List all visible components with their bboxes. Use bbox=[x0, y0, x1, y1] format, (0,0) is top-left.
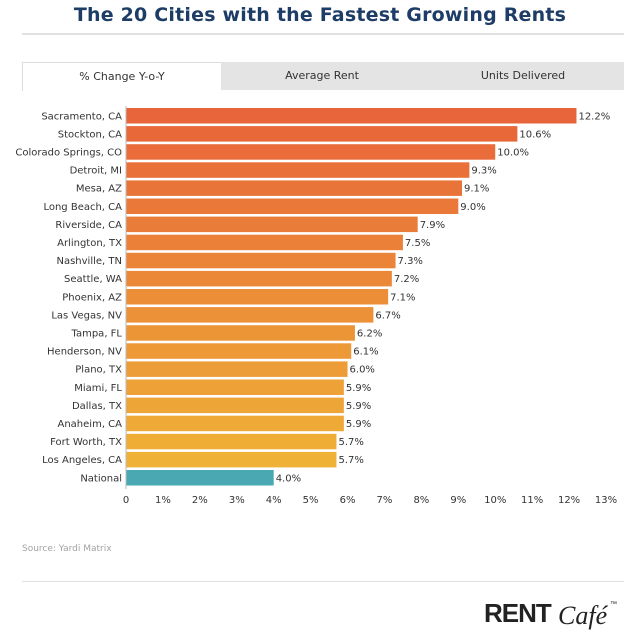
value-label: 6.1% bbox=[353, 347, 378, 358]
value-label: 5.9% bbox=[346, 383, 371, 394]
value-label: 5.9% bbox=[346, 401, 371, 412]
category-label: Miami, FL bbox=[74, 383, 122, 394]
bar-chart: Sacramento, CA 12.2% Stockton, CA 10.6% Colo… bbox=[15, 106, 617, 506]
x-tick-label: 10% bbox=[484, 495, 506, 506]
logo-text-script: Café bbox=[558, 601, 609, 630]
category-label: Arlington, TX bbox=[57, 238, 122, 249]
x-tick-label: 12% bbox=[558, 495, 580, 506]
value-label: 9.0% bbox=[460, 202, 485, 213]
category-label: Detroit, MI bbox=[70, 166, 122, 177]
bar-nashville-tn[interactable] bbox=[126, 252, 396, 269]
category-label: Colorado Springs, CO bbox=[15, 147, 122, 158]
category-label: Riverside, CA bbox=[55, 220, 122, 231]
bar-detroit-mi[interactable] bbox=[126, 162, 470, 178]
x-tick-label: 8% bbox=[413, 495, 429, 506]
x-tick-label: 3% bbox=[229, 495, 245, 506]
category-label: Long Beach, CA bbox=[43, 202, 122, 213]
value-label: 7.1% bbox=[390, 292, 415, 303]
category-label: Nashville, TN bbox=[56, 256, 122, 267]
bar-las-vegas-nv[interactable] bbox=[126, 307, 374, 323]
value-label: 5.7% bbox=[338, 455, 363, 466]
bar-plano-tx[interactable] bbox=[126, 361, 348, 377]
category-label: Anaheim, CA bbox=[58, 419, 123, 430]
chart-title: The 20 Cities with the Fastest Growing R… bbox=[73, 4, 567, 26]
tab-units-delivered[interactable]: Units Delivered bbox=[480, 69, 566, 82]
bar-sacramento-ca[interactable] bbox=[126, 108, 577, 124]
category-label: Phoenix, AZ bbox=[62, 292, 122, 303]
x-tick-label: 9% bbox=[450, 495, 466, 506]
category-label: Fort Worth, TX bbox=[50, 437, 122, 448]
source-note: Source: Yardi Matrix bbox=[22, 544, 112, 554]
category-label: Henderson, NV bbox=[47, 347, 122, 358]
rentcafe-logo: RENT Café ™ bbox=[484, 598, 617, 630]
value-label: 7.9% bbox=[420, 220, 445, 231]
bar-dallas-tx[interactable] bbox=[126, 397, 344, 414]
value-label: 10.6% bbox=[519, 129, 551, 140]
value-label: 5.9% bbox=[346, 419, 371, 430]
x-tick-label: 11% bbox=[521, 495, 543, 506]
value-label: 5.7% bbox=[338, 437, 363, 448]
category-label: Plano, TX bbox=[75, 365, 122, 376]
value-label: 6.2% bbox=[357, 328, 382, 339]
value-label: 10.0% bbox=[497, 147, 529, 158]
category-label: Mesa, AZ bbox=[76, 184, 122, 195]
bar-national[interactable] bbox=[126, 470, 274, 486]
bar-phoenix-az[interactable] bbox=[126, 289, 389, 305]
title-divider bbox=[22, 33, 624, 35]
logo-trademark: ™ bbox=[610, 601, 617, 608]
bar-riverside-ca[interactable] bbox=[126, 216, 418, 233]
category-label: Los Angeles, CA bbox=[42, 455, 122, 466]
bar-henderson-nv[interactable] bbox=[126, 343, 352, 359]
x-tick-label: 1% bbox=[155, 495, 171, 506]
bar-miami-fl[interactable] bbox=[126, 379, 344, 396]
bar-arlington-tx[interactable] bbox=[126, 234, 403, 251]
bar-mesa-az[interactable] bbox=[126, 180, 462, 196]
logo-text-main: RENT bbox=[484, 598, 552, 628]
x-tick-label: 7% bbox=[377, 495, 393, 506]
bar-stockton-ca[interactable] bbox=[126, 126, 518, 142]
value-label: 7.3% bbox=[398, 256, 423, 267]
category-label: Sacramento, CA bbox=[41, 111, 122, 122]
bar-anaheim-ca[interactable] bbox=[126, 415, 344, 432]
category-label: Seattle, WA bbox=[64, 274, 122, 285]
footer-divider bbox=[22, 581, 624, 582]
x-tick-label: 6% bbox=[340, 495, 356, 506]
tab-percent-change[interactable]: % Change Y-o-Y bbox=[22, 62, 221, 91]
bar-colorado-springs-co[interactable] bbox=[126, 144, 496, 160]
value-label: 12.2% bbox=[578, 111, 610, 122]
category-label: Las Vegas, NV bbox=[51, 310, 122, 321]
tab-bar: % Change Y-o-Y Average Rent Units Delive… bbox=[22, 62, 624, 91]
bar-long-beach-ca[interactable] bbox=[126, 198, 459, 215]
value-label: 7.5% bbox=[405, 238, 430, 249]
category-label: Dallas, TX bbox=[72, 401, 122, 412]
value-label: 7.2% bbox=[394, 274, 419, 285]
value-label: 6.7% bbox=[375, 310, 400, 321]
value-label: 4.0% bbox=[276, 473, 301, 484]
value-label: 9.1% bbox=[464, 184, 489, 195]
category-label: National bbox=[80, 473, 122, 484]
bar-fort-worth-tx[interactable] bbox=[126, 433, 337, 450]
x-tick-label: 13% bbox=[595, 495, 617, 506]
bar-los-angeles-ca[interactable] bbox=[126, 451, 337, 468]
category-label: Tampa, FL bbox=[71, 328, 123, 339]
x-tick-label: 5% bbox=[303, 495, 319, 506]
category-label: Stockton, CA bbox=[58, 129, 122, 140]
x-tick-label: 0 bbox=[123, 495, 129, 506]
x-tick-label: 2% bbox=[192, 495, 208, 506]
tab-average-rent[interactable]: Average Rent bbox=[285, 69, 359, 82]
value-label: 9.3% bbox=[471, 166, 496, 177]
x-tick-label: 4% bbox=[266, 495, 282, 506]
bar-tampa-fl[interactable] bbox=[126, 325, 355, 341]
value-label: 6.0% bbox=[350, 365, 375, 376]
bar-seattle-wa[interactable] bbox=[126, 270, 392, 287]
